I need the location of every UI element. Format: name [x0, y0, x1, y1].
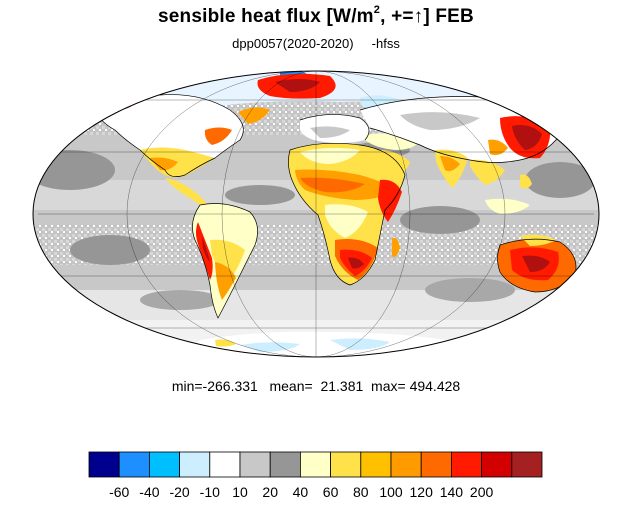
europe-grey — [310, 126, 350, 138]
colorbar-swatch — [450, 451, 482, 478]
colorbar-label: 60 — [323, 484, 339, 500]
antarctica-blue — [330, 338, 390, 350]
east-asia-darkred — [512, 125, 542, 150]
colorbar-label: 200 — [470, 484, 494, 500]
colorbar-label: -20 — [169, 484, 189, 500]
africa-central-light — [325, 204, 368, 238]
indonesia — [485, 198, 530, 214]
colorbar-label: -10 — [200, 484, 220, 500]
coastlines — [94, 93, 577, 319]
colorbar-label: 80 — [353, 484, 369, 500]
ocean-patch — [400, 206, 480, 234]
graticule — [38, 71, 594, 357]
colorbar-swatch — [330, 451, 362, 478]
colorbar-swatch — [148, 451, 180, 478]
philippines — [520, 174, 532, 189]
colorbar-label: -40 — [139, 484, 159, 500]
colorbar-label: 120 — [410, 484, 434, 500]
ocean-patch — [225, 185, 295, 205]
colorbar-label: 100 — [379, 484, 403, 500]
madagascar — [392, 237, 400, 257]
se-asia — [470, 159, 505, 185]
sa-yellow — [210, 239, 245, 282]
plot-title: sensible heat flux [W/m2, +=↑] FEB — [0, 4, 632, 28]
colorbar-swatch — [420, 451, 452, 478]
ocean-patch — [525, 162, 595, 198]
sa-darkred — [202, 236, 210, 262]
title-text-prefix: sensible heat flux [W/m — [158, 6, 374, 27]
colorbar-label: -60 — [109, 484, 129, 500]
colorbar-swatch — [209, 451, 241, 478]
na-east-red — [204, 127, 232, 145]
ocean-patch — [425, 278, 515, 302]
n-atlantic-orange — [238, 107, 270, 124]
colorbar-swatch — [299, 451, 331, 478]
ocean-patch — [70, 235, 150, 265]
colorbar-swatch — [511, 451, 543, 478]
colorbar-swatch — [481, 451, 513, 478]
sa-orange — [215, 262, 236, 300]
statistics-line: min=-266.331 mean= 21.381 max= 494.428 — [171, 378, 461, 394]
australia-north — [520, 234, 556, 246]
plot-subtitle: dpp0057(2020-2020) -hfss — [232, 36, 400, 51]
colorbar-label: 20 — [262, 484, 278, 500]
title-text-suffix: , +=↑] FEB — [380, 6, 474, 27]
map-border — [32, 70, 600, 358]
australia-darkred — [522, 255, 550, 272]
colorbar-label: 140 — [440, 484, 464, 500]
africa-south-darkred — [348, 257, 364, 269]
colorbar-swatch — [390, 451, 422, 478]
na-orange — [150, 157, 178, 171]
asia-grey — [400, 112, 480, 130]
colorbar-swatch — [179, 451, 211, 478]
africa-east-red — [378, 179, 402, 222]
colorbar-swatch — [269, 451, 301, 478]
colorbar-swatch — [360, 451, 392, 478]
greenland-darkred — [275, 79, 320, 92]
title-superscript: 2 — [373, 4, 381, 16]
arabia — [370, 149, 410, 178]
colorbar-label: 10 — [232, 484, 248, 500]
india-orange — [440, 156, 460, 172]
colorbar-label: 40 — [293, 484, 309, 500]
antarctica-yellow — [215, 339, 236, 347]
east-asia-orange — [488, 139, 508, 156]
central-america — [165, 178, 210, 208]
colorbar-swatch — [239, 451, 271, 478]
colorbar-swatch — [118, 451, 150, 478]
colorbar-swatch — [88, 451, 120, 478]
